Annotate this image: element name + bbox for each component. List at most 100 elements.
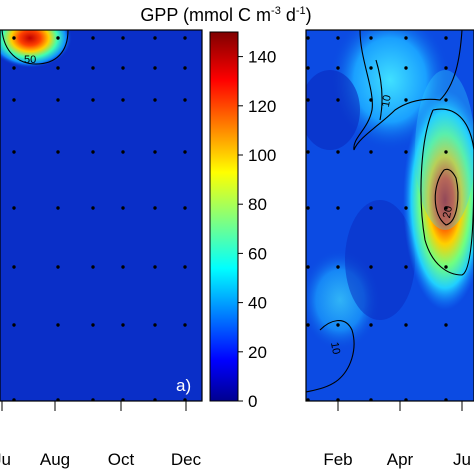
panel-b-hotspot bbox=[403, 90, 474, 310]
panel-b-sample-point bbox=[336, 150, 340, 154]
panel-a-sample-point bbox=[91, 36, 95, 40]
panel-b-x-tick-label: Feb bbox=[323, 450, 352, 469]
panel-a-sample-point bbox=[56, 150, 60, 154]
panel-a-sample-point bbox=[91, 98, 95, 102]
panel-b-contour-label-20: 20 bbox=[441, 205, 455, 219]
panel-a-frame bbox=[0, 29, 203, 402]
panel-b-contour-20 bbox=[434, 168, 459, 226]
panel-b-sample-point bbox=[369, 98, 373, 102]
panel-b-sample-point bbox=[369, 323, 373, 327]
panel-a-sample-point bbox=[183, 206, 187, 210]
colorbar-ticks: 0 20 40 60 80 100 120 140 bbox=[238, 48, 276, 411]
panel-b-sample-point bbox=[306, 398, 310, 401]
panel-b-sample-point bbox=[369, 265, 373, 269]
panel-b-sample-point bbox=[404, 66, 408, 70]
panel-b-sample-point bbox=[306, 323, 310, 327]
panel-a-x-axis: Ju Aug Oct Dec bbox=[0, 401, 202, 469]
panel-a-sample-point bbox=[121, 206, 125, 210]
panel-b-x-axis: Feb Apr Ju bbox=[323, 401, 471, 469]
panel-b-contour-label-10a: 10 bbox=[380, 94, 394, 108]
panel-b-sample-point bbox=[336, 66, 340, 70]
panel-b-sample-point bbox=[336, 206, 340, 210]
panel-b-sample-point bbox=[306, 206, 310, 210]
panel-a: 50 a) Ju Aug Oct Dec bbox=[0, 29, 203, 469]
panel-b-sample-point bbox=[306, 265, 310, 269]
panel-a-sample-point bbox=[12, 206, 16, 210]
panel-a-contour-label: 50 bbox=[24, 54, 36, 66]
panel-b-frame bbox=[305, 29, 474, 402]
panel-a-sample-points bbox=[12, 36, 187, 401]
colorbar-tick-label: 60 bbox=[248, 244, 267, 263]
panel-a-sample-point bbox=[91, 398, 95, 401]
panel-b-sample-point bbox=[369, 36, 373, 40]
panel-a-heatmap bbox=[0, 30, 202, 401]
panel-a-sample-point bbox=[183, 66, 187, 70]
colorbar: 0 20 40 60 80 100 120 140 bbox=[209, 31, 276, 411]
panel-a-x-tick-label: Ju bbox=[0, 450, 11, 469]
colorbar-tick-label: 80 bbox=[248, 195, 267, 214]
panel-a-sample-point bbox=[56, 98, 60, 102]
panel-b-sample-point bbox=[336, 36, 340, 40]
panel-b-sample-point bbox=[404, 206, 408, 210]
panel-b-sample-point bbox=[404, 265, 408, 269]
panel-a-sample-point bbox=[183, 98, 187, 102]
panel-b-sample-point bbox=[404, 36, 408, 40]
panel-a-sample-point bbox=[153, 206, 157, 210]
panel-a-sample-point bbox=[91, 265, 95, 269]
colorbar-tick-label: 20 bbox=[248, 343, 267, 362]
panel-b-sample-point bbox=[444, 150, 448, 154]
panel-b-sample-point bbox=[306, 98, 310, 102]
panel-b-x-tick-label: Apr bbox=[387, 450, 414, 469]
panel-a-sample-point bbox=[121, 36, 125, 40]
panel-a-sample-point bbox=[56, 265, 60, 269]
panel-b-sample-point bbox=[444, 98, 448, 102]
panel-a-sample-point bbox=[56, 323, 60, 327]
panel-a-sample-point bbox=[153, 150, 157, 154]
panel-a-sample-point bbox=[153, 323, 157, 327]
panel-b-sample-point bbox=[336, 398, 340, 401]
panel-a-sample-point bbox=[56, 36, 60, 40]
panel-b-sample-point bbox=[444, 265, 448, 269]
panel-a-sample-point bbox=[153, 66, 157, 70]
panel-a-sample-point bbox=[183, 36, 187, 40]
panel-a-sample-point bbox=[183, 150, 187, 154]
panel-b-sample-point bbox=[404, 323, 408, 327]
panel-b-sample-points bbox=[306, 36, 448, 401]
panel-a-sample-point bbox=[183, 323, 187, 327]
panel-a-sample-point bbox=[12, 98, 16, 102]
panel-a-sample-point bbox=[56, 66, 60, 70]
panel-b-sample-point bbox=[444, 398, 448, 401]
panel-a-sample-point bbox=[91, 150, 95, 154]
panel-b-sample-point bbox=[336, 98, 340, 102]
panel-b: 10 20 10 Feb Apr Ju bbox=[305, 29, 474, 469]
panel-a-sample-point bbox=[183, 398, 187, 401]
panel-a-sample-point bbox=[56, 398, 60, 401]
colorbar-title: GPP (mmol C m-3 d-1) bbox=[140, 5, 311, 25]
panel-b-contour-10-hot bbox=[420, 108, 474, 276]
panel-a-sample-point bbox=[12, 36, 16, 40]
panel-a-sample-point bbox=[121, 398, 125, 401]
panel-a-sample-point bbox=[91, 66, 95, 70]
panel-b-sample-point bbox=[306, 150, 310, 154]
panel-a-sample-point bbox=[183, 265, 187, 269]
panel-a-sample-point bbox=[91, 206, 95, 210]
panel-b-sample-point bbox=[444, 66, 448, 70]
colorbar-gradient bbox=[209, 31, 239, 402]
panel-b-sample-point bbox=[369, 206, 373, 210]
colorbar-tick-label: 0 bbox=[248, 392, 257, 411]
panel-a-sample-point bbox=[12, 323, 16, 327]
panel-a-x-tick-label: Oct bbox=[108, 450, 135, 469]
panel-a-sample-point bbox=[12, 150, 16, 154]
panel-a-sample-point bbox=[121, 66, 125, 70]
panel-b-sample-point bbox=[444, 323, 448, 327]
panel-b-contour-10-upper bbox=[353, 30, 463, 151]
panel-a-sample-point bbox=[91, 323, 95, 327]
panel-a-sample-point bbox=[12, 66, 16, 70]
panel-a-sample-point bbox=[153, 265, 157, 269]
colorbar-tick-label: 140 bbox=[248, 48, 276, 67]
panel-a-sample-point bbox=[121, 323, 125, 327]
panel-b-sample-point bbox=[306, 36, 310, 40]
panel-a-sample-point bbox=[153, 36, 157, 40]
colorbar-tick-label: 40 bbox=[248, 294, 267, 313]
